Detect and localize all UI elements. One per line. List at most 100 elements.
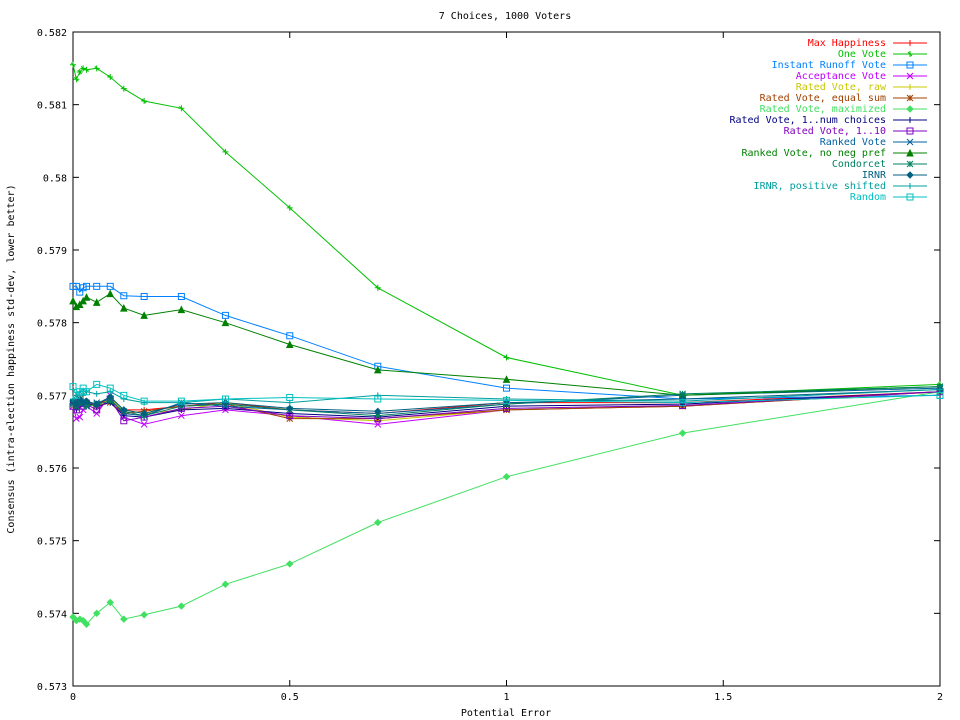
data-point: [177, 602, 186, 610]
legend-item: Condorcet: [832, 159, 927, 170]
y-tick-label: 0.579: [37, 246, 67, 257]
data-point: [140, 293, 148, 301]
legend-marker: [906, 61, 914, 69]
legend-marker: [907, 84, 913, 90]
y-tick-label: 0.581: [37, 101, 67, 112]
data-point: [678, 429, 687, 437]
y-tick-label: 0.58: [43, 173, 67, 184]
data-point: [120, 406, 128, 414]
legend-label: Ranked Vote: [820, 137, 886, 148]
data-point: [141, 98, 148, 105]
legend-marker: [906, 148, 914, 157]
data-point: [286, 394, 294, 402]
data-point: [76, 615, 84, 623]
data-point: [79, 296, 87, 305]
legend-marker: [906, 160, 914, 168]
data-point: [83, 388, 91, 396]
legend-label: Rated Vote, 1..num choices: [729, 115, 886, 126]
data-point: [119, 304, 128, 312]
data-point: [222, 148, 229, 155]
data-point: [76, 288, 84, 296]
x-tick-label: 0.5: [281, 692, 299, 703]
y-tick-label: 0.574: [37, 609, 67, 620]
series-line: [72, 391, 941, 425]
data-point: [177, 293, 185, 301]
legend-marker: [907, 40, 913, 46]
data-point: [503, 406, 510, 414]
data-point: [502, 398, 511, 407]
series-ranked-vote-no-neg-pref: [69, 289, 944, 399]
legend-label: Max Happiness: [808, 38, 886, 49]
data-point: [221, 580, 230, 588]
legend-marker: [906, 171, 914, 179]
legend-item: Random: [850, 192, 927, 203]
data-point: [140, 397, 148, 405]
legend-marker: [906, 127, 914, 135]
legend-label: Condorcet: [832, 159, 886, 170]
legend-item: Rated Vote, maximized: [760, 104, 927, 115]
series-irnr: [69, 385, 944, 418]
data-point: [177, 397, 185, 405]
data-point: [503, 384, 510, 392]
data-point: [82, 397, 91, 405]
y-tick-label: 0.573: [37, 682, 67, 693]
data-point: [69, 296, 77, 305]
data-point: [374, 412, 382, 420]
data-point: [221, 318, 230, 327]
legend-label: One Vote: [838, 49, 886, 60]
data-point: [107, 388, 114, 395]
data-point: [73, 415, 80, 422]
data-point: [374, 362, 382, 370]
legend-item: Rated Vote, 1..num choices: [729, 115, 927, 126]
data-point: [72, 400, 81, 408]
data-point: [93, 282, 101, 290]
legend-label: Rated Vote, 1..10: [784, 126, 886, 137]
x-axis-label: Potential Error: [461, 708, 551, 719]
series-line: [72, 383, 941, 404]
legend-label: Random: [850, 192, 886, 203]
data-point: [286, 560, 294, 568]
series-instant-runoff-vote: [69, 282, 944, 403]
x-tick-label: 2: [937, 692, 943, 703]
data-point: [106, 289, 115, 298]
legend-item: IRNR: [862, 170, 927, 181]
data-point: [120, 85, 127, 92]
data-point: [221, 395, 229, 403]
data-point: [221, 311, 229, 319]
data-point: [286, 404, 294, 413]
legend-label: Rated Vote, equal sum: [760, 93, 886, 104]
legend-item: IRNR, positive shifted: [754, 181, 927, 192]
data-point: [106, 397, 114, 405]
data-point: [93, 390, 100, 397]
series-rated-vote-maximized: [69, 387, 944, 628]
legend-label: Ranked Vote, no neg pref: [742, 148, 887, 159]
data-point: [76, 413, 84, 421]
data-point: [106, 393, 114, 401]
data-point: [120, 391, 128, 399]
data-point: [178, 412, 185, 420]
series-layer: [69, 61, 944, 628]
legend-marker: [906, 138, 914, 146]
data-point: [140, 311, 148, 319]
data-point: [503, 396, 510, 404]
legend-label: Rated Vote, maximized: [760, 104, 886, 115]
data-point: [93, 609, 101, 618]
series-one-vote: [70, 61, 943, 399]
data-point: [373, 365, 382, 374]
data-point: [82, 293, 91, 301]
data-point: [285, 340, 294, 348]
data-point: [374, 407, 382, 416]
legend-label: IRNR, positive shifted: [754, 181, 886, 192]
legend-marker: [907, 183, 913, 189]
data-point: [93, 400, 101, 408]
data-point: [502, 375, 511, 383]
x-tick-label: 1: [503, 692, 509, 703]
series-random: [69, 380, 944, 407]
y-tick-label: 0.576: [37, 464, 67, 475]
data-point: [79, 616, 87, 625]
legend-item: Instant Runoff Vote: [772, 60, 927, 71]
data-point: [93, 410, 101, 417]
data-point: [107, 74, 114, 81]
chart-title: 7 Choices, 1000 Voters: [439, 11, 571, 22]
